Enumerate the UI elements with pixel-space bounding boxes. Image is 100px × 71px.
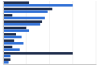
bar <box>3 23 40 25</box>
bar <box>3 14 12 16</box>
x-axis-line <box>4 64 97 65</box>
bar <box>3 29 29 31</box>
bar <box>3 8 52 10</box>
bar <box>3 58 10 60</box>
bar <box>3 1 29 3</box>
bar <box>3 46 12 48</box>
bar <box>3 17 45 19</box>
grid <box>3 1 96 64</box>
bar <box>3 48 20 50</box>
chart <box>0 0 100 71</box>
bar <box>3 27 26 29</box>
bar <box>3 10 48 12</box>
bars <box>3 1 73 63</box>
bar <box>3 36 22 38</box>
bar <box>3 20 42 22</box>
y-axis <box>3 2 5 65</box>
bar <box>3 39 14 41</box>
bar <box>3 55 10 57</box>
bar <box>3 4 73 6</box>
y-axis-line <box>3 2 4 65</box>
grid-line <box>3 1 4 64</box>
bar <box>3 33 16 35</box>
bar <box>3 42 23 44</box>
bar <box>3 52 73 54</box>
grid-line <box>96 1 97 64</box>
x-axis <box>4 64 97 66</box>
plot <box>3 1 97 65</box>
